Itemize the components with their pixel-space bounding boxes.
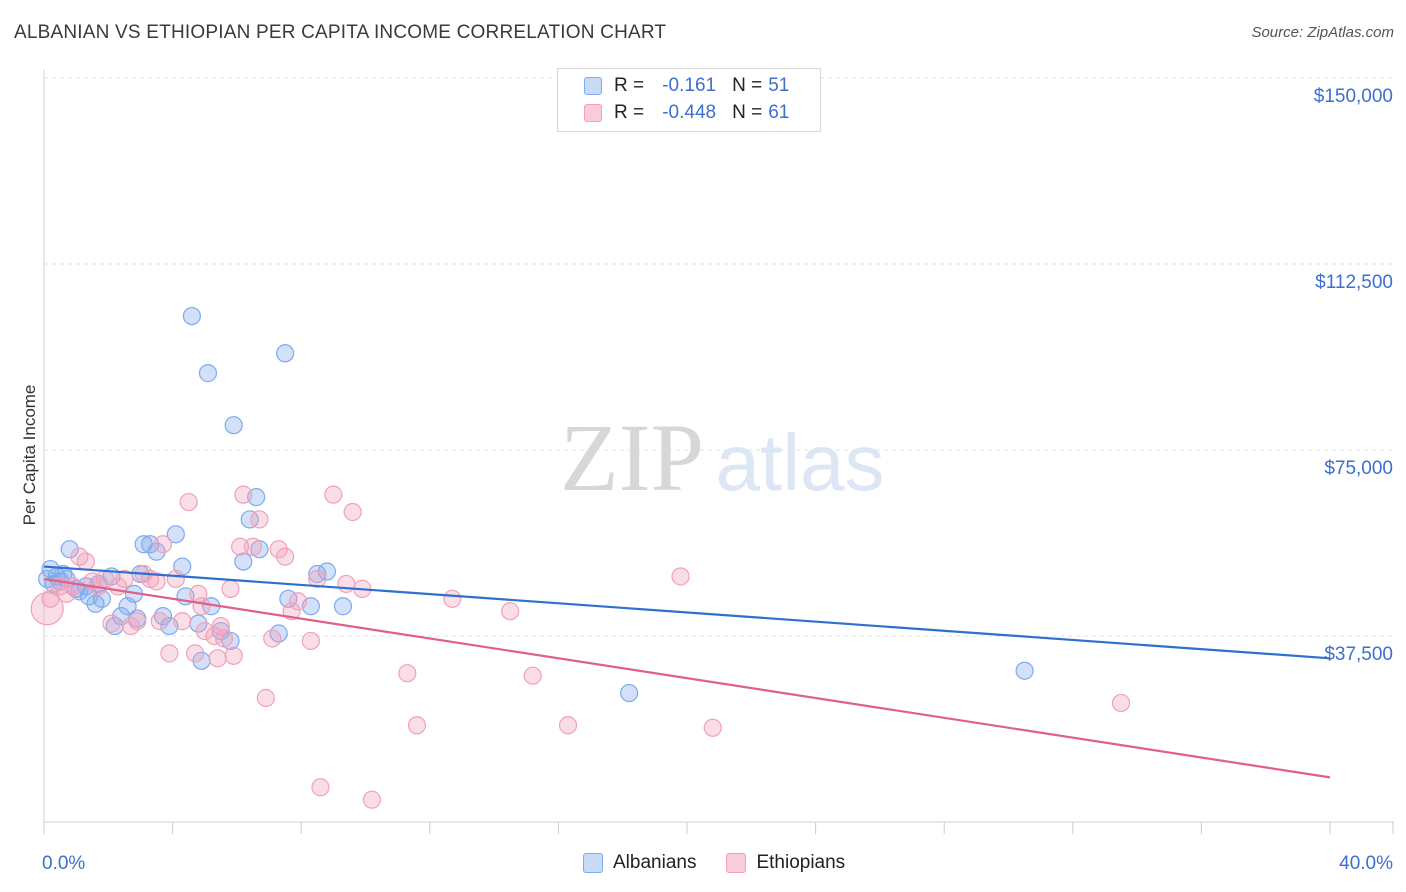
y-tick-label-1: $75,000	[1324, 458, 1393, 479]
albanian-point-15	[105, 616, 124, 636]
ethiopian-point-29	[208, 649, 227, 668]
ethiopian-point-40	[269, 540, 288, 559]
x-tick-label-max: 40.0%	[1339, 853, 1393, 874]
albanian-point-46	[317, 562, 337, 581]
ethiopian-point-59	[703, 718, 722, 737]
albanian-point-47	[333, 597, 353, 616]
albanian-point-32	[198, 364, 218, 383]
albanian-point-23	[147, 542, 166, 561]
y-tick-label-2: $112,500	[1315, 272, 1393, 293]
ethiopian-point-37	[250, 510, 269, 529]
legend-r-key: R =	[614, 75, 645, 96]
series-label-ethiopians: Ethiopians	[756, 852, 846, 873]
albanian-point-24	[153, 607, 173, 626]
ethiopian-point-38	[256, 688, 275, 708]
y-tick-labels: $37,500 $75,000 $112,500 $150,000	[1314, 86, 1393, 665]
ethiopian-point-20	[160, 644, 179, 663]
ethiopian-point-19	[153, 535, 173, 554]
ethiopian-point-52	[398, 664, 417, 683]
series-legend-albanians: Albanians	[583, 852, 696, 874]
legend-r-value-albanians: -0.161	[662, 75, 717, 96]
albanian-point-37	[234, 552, 253, 571]
ethiopian-point-39	[263, 629, 282, 648]
ethiopian-point-4	[63, 577, 83, 596]
legend-n-key: N =	[732, 75, 763, 96]
ethiopian-point-31	[214, 629, 234, 648]
ethiopian-point-54	[443, 589, 462, 608]
albanian-point-29	[182, 306, 201, 326]
ethiopian-point-46	[324, 485, 343, 504]
series-swatch-albanians	[583, 853, 603, 873]
ethiopian-point-58	[671, 567, 690, 586]
series-legend: Albanians Ethiopians	[583, 852, 875, 874]
series-legend-ethiopians: Ethiopians	[726, 852, 845, 874]
x-ticks	[43, 822, 1394, 834]
albanian-point-26	[166, 525, 185, 544]
albanian-point-42	[276, 344, 295, 363]
y-tick-label-3: $150,000	[1314, 86, 1393, 107]
legend-swatch-albanians	[584, 77, 602, 95]
legend-row-ethiopians: R = -0.448 N = 61	[584, 101, 789, 125]
legend-row-albanians: R = -0.161 N = 51	[584, 74, 789, 98]
legend-n-key: N =	[732, 102, 763, 123]
ethiopian-point-44	[301, 631, 320, 651]
ethiopian-point-45	[308, 569, 327, 589]
legend-n-value-albanians: 51	[768, 75, 790, 96]
ethiopian-point-56	[523, 666, 542, 685]
ethiopian-point-0	[30, 592, 64, 626]
ethiopian-point-57	[558, 716, 578, 735]
albanian-trend-line	[43, 565, 1331, 660]
ethiopian-point-53	[407, 716, 427, 735]
ethiopian-point-10	[102, 614, 121, 633]
trend-lines	[43, 565, 1331, 779]
series-swatch-ethiopians	[726, 853, 747, 873]
x-tick-label-min: 0.0%	[42, 853, 85, 874]
x-tick-labels: 0.0% 40.0%	[42, 853, 1393, 874]
ethiopian-point-6	[76, 552, 95, 571]
ethiopian-point-50	[362, 790, 382, 809]
ethiopian-point-47	[337, 574, 356, 594]
ethiopian-point-33	[224, 646, 243, 665]
ethiopian-point-14	[128, 612, 147, 631]
ethiopian-point-35	[234, 485, 253, 504]
ethiopian-point-41	[276, 547, 295, 566]
data-points	[30, 306, 1131, 809]
ethiopian-point-17	[147, 572, 166, 591]
ethiopian-point-48	[343, 502, 362, 522]
legend-n-value-ethiopians: 61	[768, 102, 790, 123]
ethiopian-point-21	[166, 569, 185, 589]
watermark-zip: ZIP	[560, 404, 704, 511]
correlation-legend: R = -0.161 N = 51 R = -0.448 N = 61	[557, 68, 821, 132]
ethiopian-point-43	[288, 592, 308, 611]
albanian-point-6	[60, 540, 79, 559]
albanian-point-48	[620, 683, 639, 703]
ethiopian-point-32	[221, 579, 240, 598]
ethiopian-trend-line	[43, 577, 1331, 779]
ethiopian-point-24	[186, 644, 205, 663]
ethiopian-point-60	[1111, 693, 1131, 713]
albanian-point-38	[240, 510, 259, 529]
ethiopian-point-51	[311, 778, 330, 797]
chart-title: ALBANIAN VS ETHIOPIAN PER CAPITA INCOME …	[14, 22, 667, 43]
legend-r-value-ethiopians: -0.448	[662, 102, 717, 123]
chart-source: Source: ZipAtlas.com	[1251, 24, 1394, 41]
ethiopian-point-34	[231, 537, 250, 556]
y-tick-label-0: $37,500	[1324, 644, 1393, 665]
ethiopian-point-18	[150, 612, 169, 631]
legend-r-key: R =	[614, 102, 645, 123]
albanian-point-22	[140, 535, 160, 554]
watermark-atlas: atlas	[716, 418, 885, 507]
ethiopian-point-36	[243, 537, 263, 556]
albanian-point-36	[224, 416, 243, 435]
ethiopian-point-55	[501, 602, 520, 621]
legend-swatch-ethiopians	[584, 104, 602, 122]
albanian-point-49	[1015, 661, 1034, 680]
ethiopian-point-3	[57, 584, 76, 603]
ethiopian-point-12	[115, 569, 134, 589]
ethiopian-point-22	[173, 612, 192, 631]
ethiopian-point-23	[179, 492, 198, 512]
series-label-albanians: Albanians	[613, 852, 697, 873]
ethiopian-point-26	[192, 597, 211, 616]
